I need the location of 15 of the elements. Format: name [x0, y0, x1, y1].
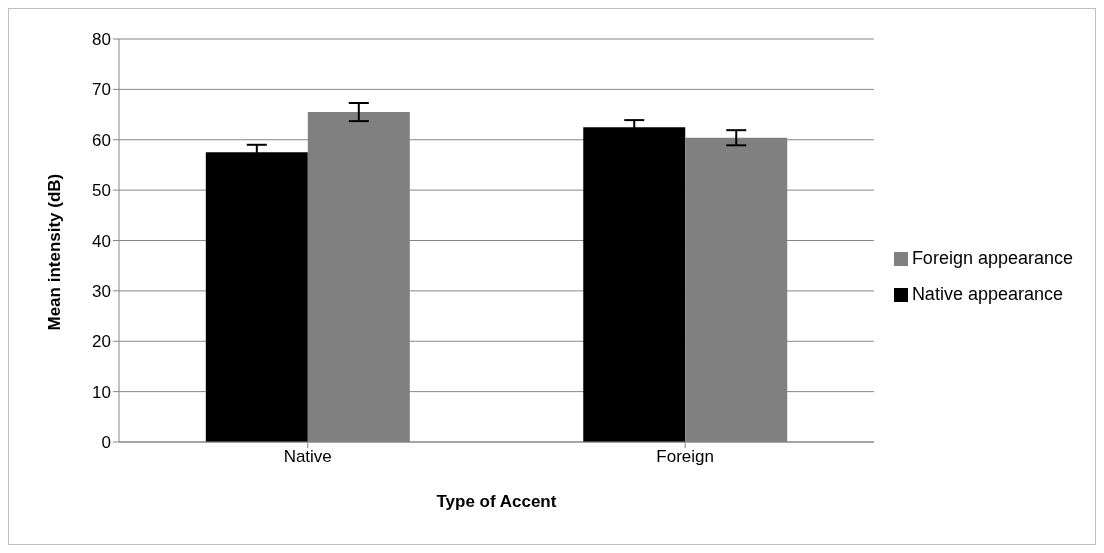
legend-label: Foreign appearance	[911, 247, 1073, 268]
y-tick-label: 10	[92, 382, 111, 402]
x-tick-label: Foreign	[656, 447, 714, 467]
y-tick-label: 50	[92, 181, 111, 201]
y-tick-label: 60	[92, 130, 111, 150]
y-tick-label: 20	[92, 332, 111, 352]
y-axis-title: Mean intensity (dB)	[45, 173, 65, 331]
y-tick-label: 30	[92, 281, 111, 301]
y-tick-label: 0	[101, 433, 111, 453]
y-tick-label: 80	[92, 30, 111, 50]
legend-label: Native appearance	[911, 283, 1063, 304]
x-tick-label: Native	[283, 447, 332, 467]
x-axis-title: Type of Accent	[436, 492, 557, 511]
y-tick-label: 40	[92, 231, 111, 251]
y-tick-label: 70	[92, 80, 111, 100]
